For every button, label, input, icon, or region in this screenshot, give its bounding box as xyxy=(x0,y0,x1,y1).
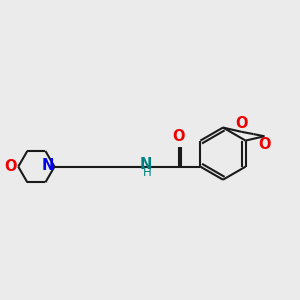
Text: N: N xyxy=(41,158,54,173)
Text: N: N xyxy=(140,157,152,172)
Text: H: H xyxy=(143,166,152,179)
Text: O: O xyxy=(172,129,185,144)
Text: O: O xyxy=(236,116,248,131)
Text: O: O xyxy=(258,137,271,152)
Text: O: O xyxy=(5,159,17,174)
